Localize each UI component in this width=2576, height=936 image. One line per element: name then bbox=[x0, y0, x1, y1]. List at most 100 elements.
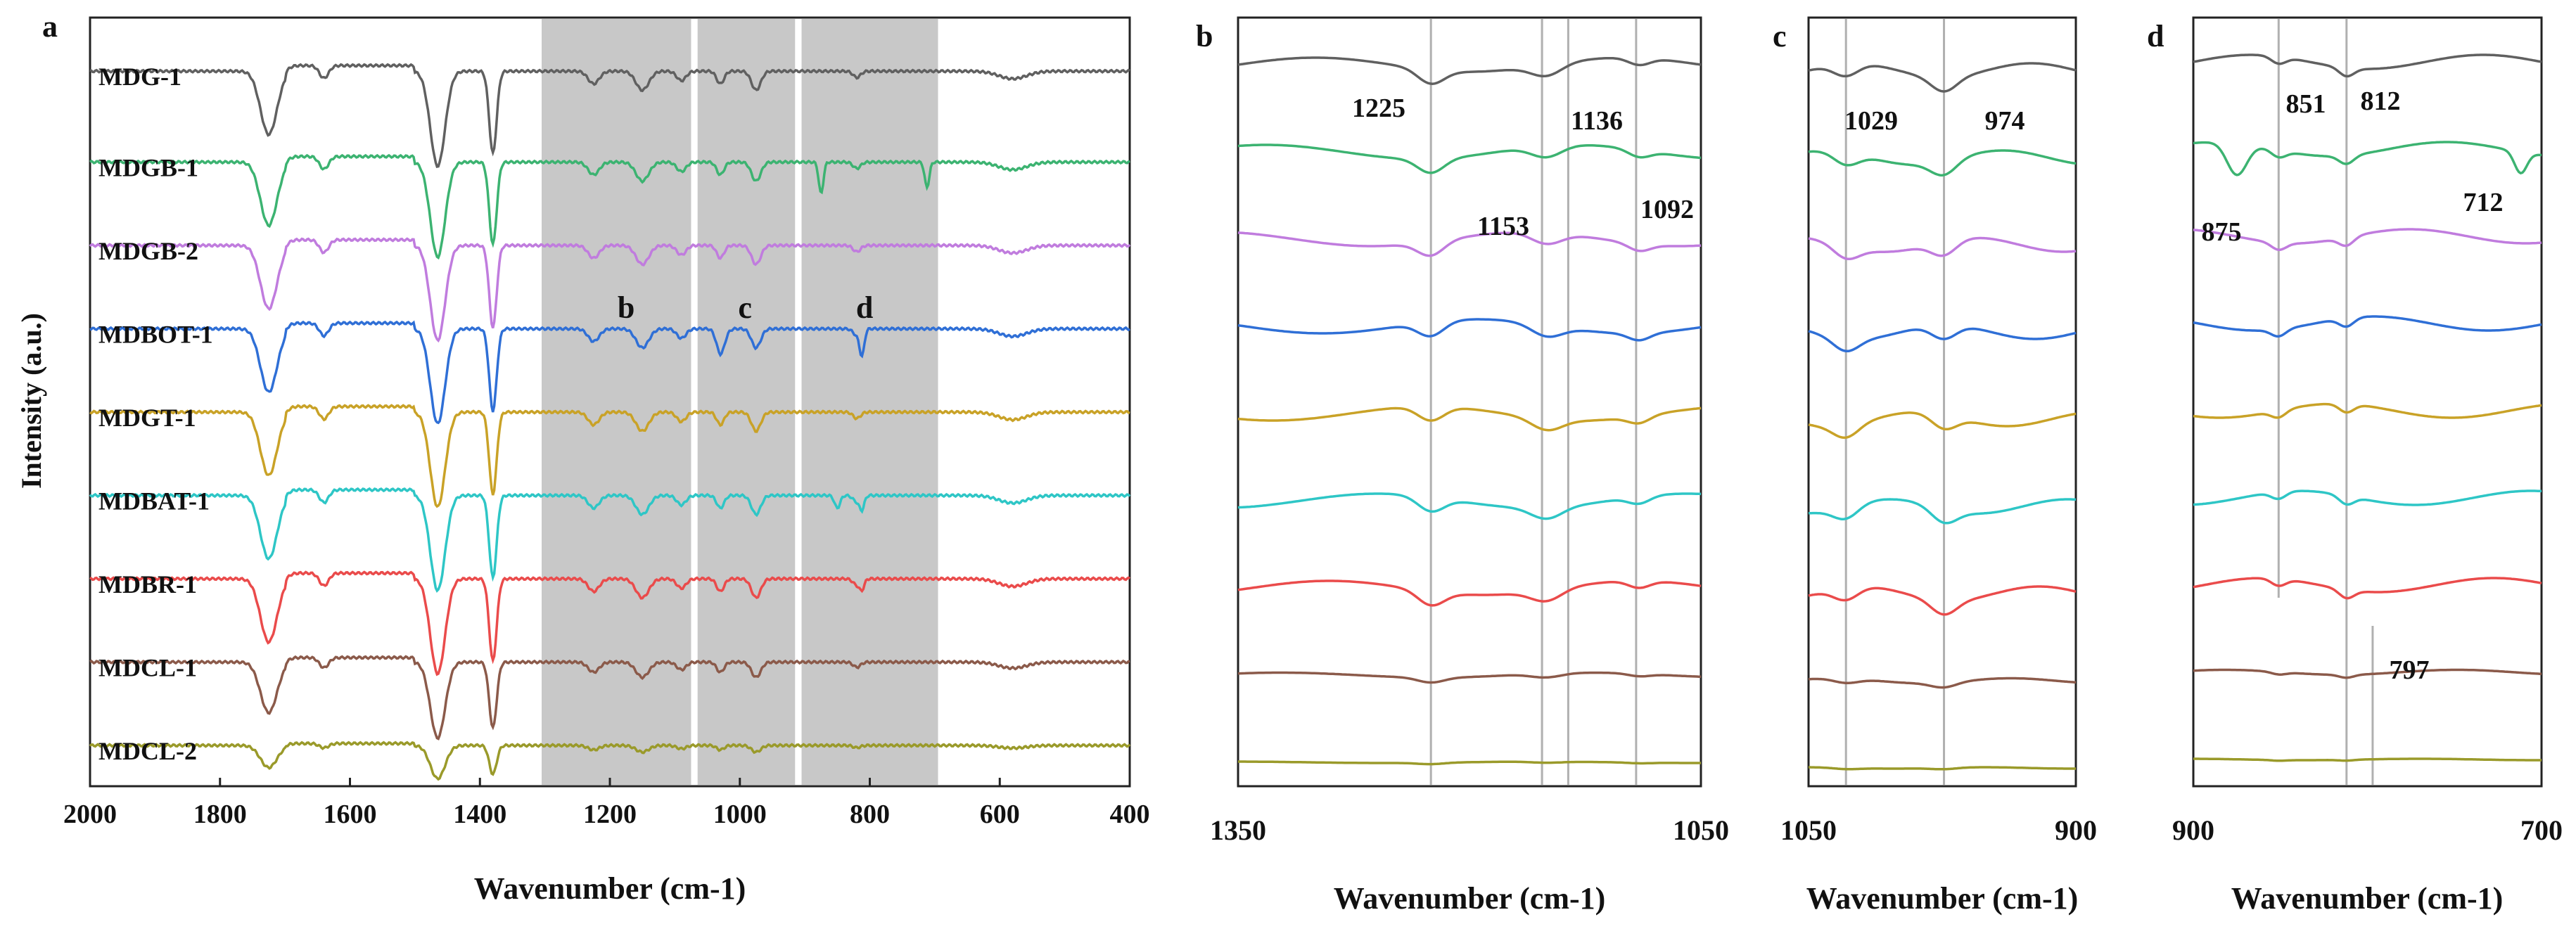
x-tick-900-c: 900 bbox=[2055, 814, 2097, 846]
annot-974: 974 bbox=[1985, 106, 2025, 136]
subpanel-series-line-MDGT-1 bbox=[1237, 406, 1702, 432]
x-axis-label-b: Wavenumber (cm-1) bbox=[1334, 881, 1606, 916]
panel-letter-b: b bbox=[1196, 19, 1213, 53]
annot-1092: 1092 bbox=[1640, 195, 1694, 224]
x-axis-label-a: Wavenumber (cm-1) bbox=[474, 871, 746, 906]
panel-d-marks bbox=[2193, 19, 2542, 785]
subpanel-series-line-MDCL-1 bbox=[1808, 677, 2077, 689]
series-line-MDGB-1 bbox=[89, 153, 1130, 260]
x-tick-label-1600: 1600 bbox=[324, 800, 377, 829]
series-label-MDBAT-1: MDBAT-1 bbox=[98, 487, 210, 515]
subpanel-series-line-MDBR-1 bbox=[2193, 577, 2542, 600]
x-tick-1350: 1350 bbox=[1210, 814, 1266, 846]
annot-812: 812 bbox=[2361, 86, 2401, 116]
panel-a: MDG-1 MDGB-1 MDGB-2 MDBOT-1 MDGT-1 MDBAT-1 MDB… bbox=[15, 9, 1150, 906]
subpanel-series-line-MDBAT-1 bbox=[1808, 498, 2077, 525]
panel-d-frame bbox=[2192, 16, 2543, 788]
series-line-MDBR-1 bbox=[89, 570, 1131, 677]
subpanel-series-line-MDBOT-1 bbox=[2193, 315, 2542, 338]
annot-851: 851 bbox=[2286, 89, 2326, 119]
subpanel-series-line-MDCL-1 bbox=[2193, 668, 2542, 679]
series-label-MDBR-1: MDBR-1 bbox=[98, 570, 197, 598]
subpanel-series-line-MDGB-2 bbox=[1808, 236, 2077, 261]
region-label-d: d bbox=[856, 290, 873, 325]
series-label-MDGT-1: MDGT-1 bbox=[98, 404, 196, 432]
x-tick-label-600: 600 bbox=[980, 800, 1020, 829]
y-axis-label: Intensity (a.u.) bbox=[15, 313, 47, 489]
x-tick-label-400: 400 bbox=[1110, 800, 1150, 829]
subpanel-series-line-MDGT-1 bbox=[2193, 402, 2542, 419]
series-line-MDG-1 bbox=[89, 63, 1130, 169]
x-tick-700-d: 700 bbox=[2520, 814, 2563, 846]
subpanel-series-line-MDBOT-1 bbox=[1237, 318, 1702, 342]
panel-c-marks bbox=[1808, 19, 2077, 785]
series-label-MDGB-2: MDGB-2 bbox=[98, 237, 198, 265]
subpanel-series-line-MDG-1 bbox=[1237, 56, 1702, 85]
subpanel-series-line-MDCL-2 bbox=[1238, 760, 1701, 766]
x-tick-label-1800: 1800 bbox=[193, 800, 247, 829]
series-line-MDBOT-1 bbox=[89, 320, 1130, 425]
annot-797: 797 bbox=[2390, 655, 2430, 685]
panel-c-frame bbox=[1807, 16, 2077, 788]
annot-875: 875 bbox=[2202, 217, 2242, 247]
series-label-MDG-1: MDG-1 bbox=[98, 63, 181, 91]
x-axis-label-d: Wavenumber (cm-1) bbox=[2231, 881, 2504, 916]
panel-letter-a: a bbox=[42, 9, 58, 44]
subpanel-series-line-MDBR-1 bbox=[1237, 579, 1702, 607]
x-axis-ticks: 2000 1800 1600 1400 1200 1000 800 600 400 bbox=[63, 778, 1150, 829]
series-labels: MDG-1 MDGB-1 MDGB-2 MDBOT-1 MDGT-1 MDBAT-1 MDB… bbox=[98, 63, 873, 765]
annot-1153: 1153 bbox=[1477, 212, 1529, 241]
shaded-regions bbox=[542, 19, 938, 785]
annot-1136: 1136 bbox=[1571, 106, 1623, 136]
x-tick-900-d: 900 bbox=[2172, 814, 2214, 846]
region-label-b: b bbox=[618, 290, 635, 325]
subpanel-series-line-MDBR-1 bbox=[1808, 585, 2077, 616]
subpanel-series-line-MDGB-1 bbox=[2193, 141, 2542, 177]
panel-c: c 1050 900 Wavenumber (cm-1) 1029 974 bbox=[1773, 16, 2097, 916]
subpanel-series-line-MDCL-2 bbox=[1809, 766, 2076, 771]
shaded-region-1 bbox=[697, 19, 796, 785]
series-label-MDCL-2: MDCL-2 bbox=[98, 737, 197, 765]
region-label-c: c bbox=[738, 290, 752, 325]
shaded-region-0 bbox=[542, 19, 691, 785]
subpanel-series-line-MDGB-1 bbox=[1808, 149, 2077, 177]
subpanel-series-line-MDBOT-1 bbox=[1808, 327, 2077, 353]
series-line-MDCL-1 bbox=[89, 655, 1130, 741]
annot-712: 712 bbox=[2463, 188, 2504, 217]
series-label-MDCL-1: MDCL-1 bbox=[98, 653, 197, 681]
series-label-MDBOT-1: MDBOT-1 bbox=[98, 320, 213, 348]
subpanel-series-line-MDGB-2 bbox=[1237, 231, 1702, 257]
subpanel-series-line-MDGB-1 bbox=[1237, 143, 1702, 174]
subpanel-series-line-MDG-1 bbox=[1808, 62, 2077, 93]
panel-b-frame bbox=[1237, 16, 1702, 788]
series-line-MDBAT-1 bbox=[89, 487, 1131, 594]
panel-letter-d: d bbox=[2147, 19, 2164, 53]
x-tick-1050-b: 1050 bbox=[1673, 814, 1729, 846]
series-line-MDCL-2 bbox=[89, 741, 1131, 781]
subpanel-series-line-MDBAT-1 bbox=[2193, 489, 2542, 506]
annot-1029: 1029 bbox=[1844, 106, 1898, 136]
subpanel-series-line-MDGB-2 bbox=[2193, 228, 2542, 251]
panel-d: d 900 700 Wavenumber (cm-1) 851 812 875 … bbox=[2147, 16, 2563, 916]
x-tick-label-1000: 1000 bbox=[713, 800, 767, 829]
x-tick-label-1200: 1200 bbox=[583, 800, 637, 829]
x-axis-label-c: Wavenumber (cm-1) bbox=[1806, 881, 2079, 916]
x-tick-1050-c: 1050 bbox=[1780, 814, 1837, 846]
subpanel-series-line-MDBAT-1 bbox=[1237, 492, 1702, 520]
subpanel-series-line-MDCL-1 bbox=[1237, 671, 1702, 684]
panel-letter-c: c bbox=[1773, 19, 1787, 53]
series-line-MDGB-2 bbox=[89, 237, 1131, 343]
series-label-MDGB-1: MDGB-1 bbox=[98, 153, 198, 181]
annot-1225: 1225 bbox=[1352, 94, 1405, 123]
x-tick-label-2000: 2000 bbox=[63, 800, 117, 829]
panel-b-marks bbox=[1237, 19, 1702, 785]
subpanel-series-line-MDGT-1 bbox=[1808, 411, 2077, 440]
x-tick-label-1400: 1400 bbox=[453, 800, 506, 829]
subpanel-series-line-MDCL-2 bbox=[2193, 757, 2542, 762]
panel-b: b 1350 1050 Wavenumber (cm-1) 1225 1153 … bbox=[1196, 16, 1729, 916]
series-line-MDGT-1 bbox=[89, 404, 1130, 508]
subpanel-series-line-MDG-1 bbox=[2193, 53, 2542, 78]
x-tick-label-800: 800 bbox=[850, 800, 890, 829]
shaded-region-2 bbox=[801, 19, 938, 785]
